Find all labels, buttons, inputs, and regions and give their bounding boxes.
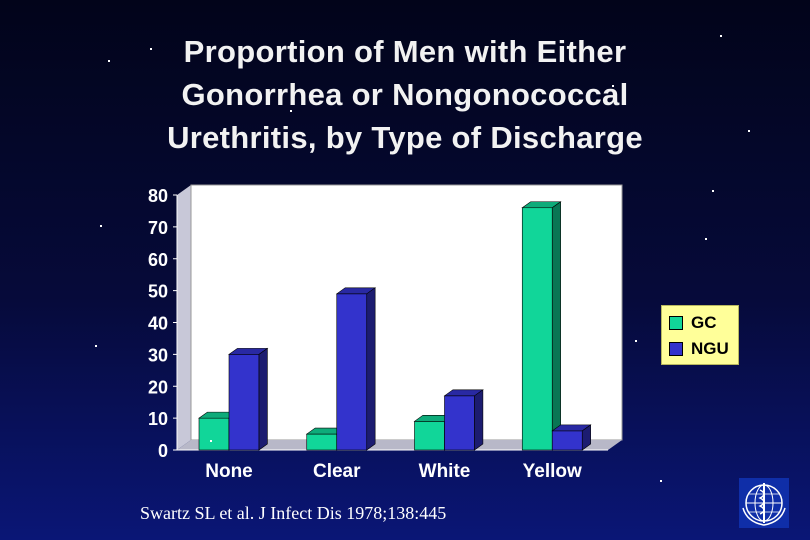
star-decoration — [290, 110, 292, 112]
star-decoration — [108, 60, 110, 62]
bar-front — [444, 395, 475, 451]
star-decoration — [712, 190, 714, 192]
bar-ngu-white — [443, 389, 484, 451]
legend-item-ngu: NGU — [669, 339, 729, 359]
legend-swatch-gc — [669, 316, 683, 330]
star-decoration — [748, 130, 750, 132]
star-decoration — [660, 480, 662, 482]
star-decoration — [312, 265, 314, 267]
star-decoration — [612, 85, 614, 87]
bar-side — [366, 287, 376, 451]
star-decoration — [150, 48, 152, 50]
title-line-1: Proportion of Men with Either — [183, 34, 627, 69]
y-tick-label: 50 — [148, 282, 168, 302]
legend-label-gc: GC — [691, 313, 717, 332]
star-decoration — [720, 35, 722, 37]
star-decoration — [705, 238, 707, 240]
y-tick-label: 30 — [148, 345, 168, 365]
bar-ngu-none — [228, 347, 269, 451]
bar-front — [551, 430, 583, 451]
star-decoration — [505, 248, 507, 250]
legend-item-gc: GC — [669, 313, 717, 333]
star-decoration — [100, 225, 102, 227]
chart-legend: GC NGU — [661, 305, 739, 365]
slide-title: Proportion of Men with Either Gonorrhea … — [40, 30, 770, 159]
bar-side — [258, 347, 268, 451]
chart-bars — [198, 201, 592, 451]
x-tick-label-yellow: Yellow — [523, 461, 582, 482]
y-tick-label: 0 — [158, 441, 168, 461]
y-tick-label: 80 — [148, 186, 168, 206]
legend-label-ngu: NGU — [691, 339, 729, 358]
x-tick-label-white: White — [419, 461, 471, 482]
y-axis-labels: 0 10 20 30 40 50 60 70 80 — [148, 186, 177, 461]
bar-front — [521, 207, 553, 451]
source-citation: Swartz SL et al. J Infect Dis 1978;138:4… — [140, 503, 447, 523]
title-line-3: Urethritis, by Type of Discharge — [167, 120, 643, 155]
bar-front — [336, 293, 368, 451]
bar-side — [581, 424, 591, 451]
bar-front — [198, 417, 230, 451]
legend-swatch-ngu — [669, 342, 683, 356]
y-tick-label: 70 — [148, 218, 168, 238]
y-tick-label: 40 — [148, 314, 168, 334]
who-emblem-icon — [739, 478, 789, 528]
star-decoration — [95, 345, 97, 347]
y-tick-label: 60 — [148, 250, 168, 270]
x-tick-label-clear: Clear — [313, 461, 361, 482]
bar-side — [474, 389, 484, 451]
bar-gc-yellow — [521, 201, 562, 451]
x-axis-labels: None Clear White Yellow — [205, 461, 582, 482]
star-decoration — [210, 440, 212, 442]
x-tick-label-none: None — [205, 461, 253, 482]
bar-ngu-clear — [335, 287, 377, 451]
star-decoration — [440, 268, 442, 270]
star-decoration — [635, 340, 637, 342]
bar-ngu-yellow — [551, 424, 592, 451]
title-line-2: Gonorrhea or Nongonococcal — [181, 77, 629, 112]
chart-side-wall — [177, 185, 191, 450]
bar-front — [228, 354, 260, 451]
y-tick-label: 20 — [148, 377, 168, 397]
bar-front — [414, 421, 445, 451]
bar-side — [551, 201, 561, 451]
y-tick-label: 10 — [148, 409, 168, 429]
chart-floor — [177, 440, 622, 450]
bar-front — [306, 433, 338, 451]
